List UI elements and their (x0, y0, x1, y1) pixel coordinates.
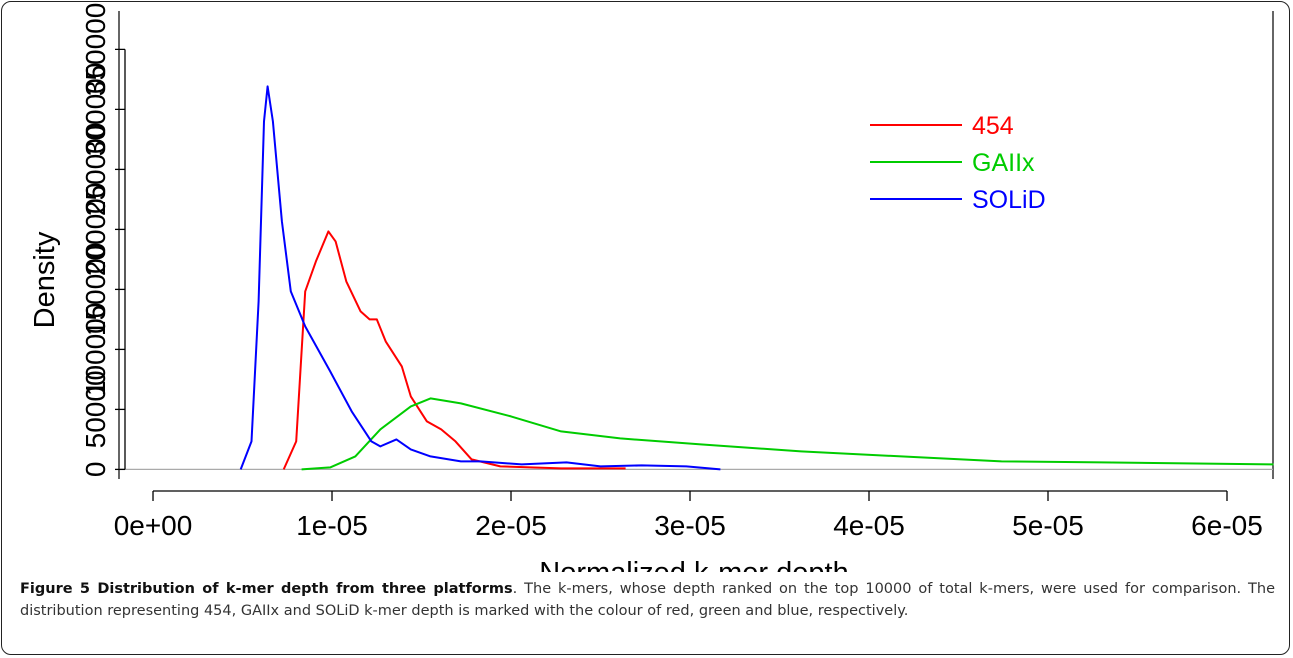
series-line (301, 397, 1274, 471)
y-tick-label: 300000 (80, 63, 111, 156)
x-tick-label: 4e-05 (833, 510, 905, 541)
x-axis-label: Normalized k-mer depth (539, 557, 848, 572)
x-tick-label: 5e-05 (1012, 510, 1084, 541)
x-tick-label: 0e+00 (114, 510, 193, 541)
x-tick-label: 1e-05 (296, 510, 368, 541)
y-tick-label: 50000 (80, 370, 111, 448)
legend-label: 454 (972, 112, 1014, 140)
series-line (282, 230, 626, 470)
caption-text: . The k-mers, whose depth ranked on the … (20, 581, 1275, 619)
y-tick-label: 350000 (80, 3, 111, 96)
caption: Figure 5 Distribution of k-mer depth fro… (20, 578, 1275, 622)
y-tick-label: 200000 (80, 183, 111, 276)
y-tick-label: 0 (80, 462, 111, 478)
y-axis-label: Density (29, 231, 61, 328)
x-tick-label: 2e-05 (475, 510, 547, 541)
series-line (239, 85, 721, 471)
legend-label: GAIIx (972, 149, 1035, 177)
x-tick-label: 6e-05 (1191, 510, 1263, 541)
legend-label: SOLiD (972, 186, 1046, 214)
y-tick-label: 250000 (80, 123, 111, 216)
caption-title: Figure 5 Distribution of k-mer depth fro… (20, 581, 513, 597)
y-tick-label: 100000 (80, 303, 111, 396)
chart: Normalized k-mer depth Density 0 50000100… (29, 3, 1274, 572)
y-tick-label: 150000 (80, 243, 111, 336)
x-tick-label: 3e-05 (654, 510, 726, 541)
